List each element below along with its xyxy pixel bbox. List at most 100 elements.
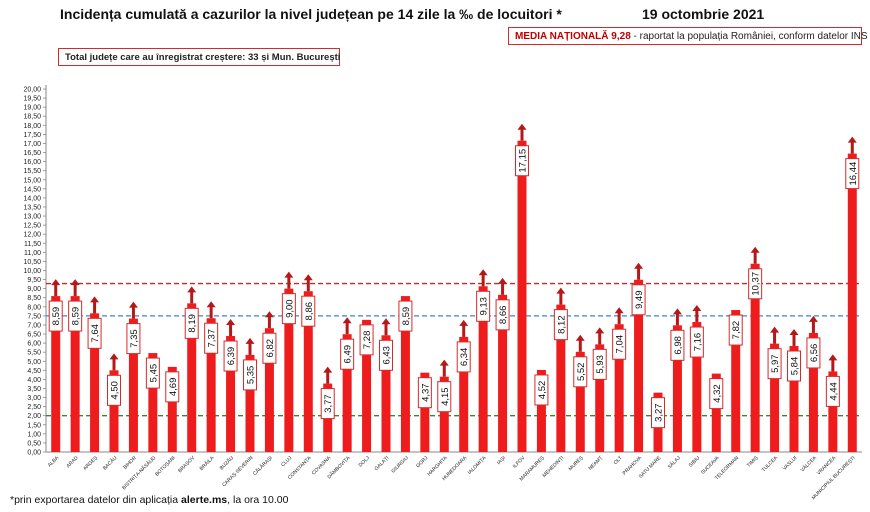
value-label-box (301, 295, 316, 327)
trend-arrow-head (459, 319, 469, 326)
total-increase-box: Total județe care au înregistrat creșter… (58, 48, 340, 66)
category-label: BACĂU (101, 454, 118, 471)
value-label-box (87, 317, 102, 349)
value-label: 6,98 (670, 329, 685, 361)
national-average-note: - raportat la populația României, confor… (633, 31, 868, 42)
bar (206, 318, 216, 452)
y-tick-label: 3,00 (27, 395, 41, 402)
trend-arrow-head (770, 326, 780, 333)
bar (148, 353, 158, 452)
bar (167, 366, 177, 452)
y-tick-label: 20,00 (23, 87, 41, 94)
value-label-text: 4,44 (828, 382, 839, 401)
value-label-box (204, 322, 219, 354)
national-average-label: MEDIA NAȚIONALĂ (515, 31, 609, 42)
category-label: DOLJ (358, 455, 372, 469)
y-tick-label: 5,50 (27, 350, 41, 357)
trend-arrow-head (478, 269, 488, 276)
trend-arrow-head (808, 315, 818, 322)
value-label-box (612, 328, 627, 360)
category-label: ILFOV (512, 455, 527, 470)
bar (575, 351, 585, 452)
y-tick-label: 2,50 (27, 404, 41, 411)
y-tick-label: 12,00 (23, 232, 41, 239)
value-label-box (359, 324, 374, 356)
value-label: 17,15 (515, 145, 529, 177)
bar (634, 279, 644, 452)
value-label: 7,82 (728, 314, 743, 346)
value-label: 10,37 (748, 268, 763, 300)
value-label-text: 5,97 (770, 354, 781, 373)
value-label: 16,44 (845, 158, 860, 190)
category-label: GALAȚI (374, 455, 391, 472)
category-label: BUZĂU (218, 454, 235, 471)
value-label: 4,52 (534, 374, 549, 406)
y-tick-label: 2,00 (27, 413, 41, 420)
value-label-box (631, 284, 646, 316)
trend-arrow-head (206, 301, 216, 308)
value-label-text: 7,37 (207, 329, 218, 348)
y-tick-label: 7,00 (27, 322, 41, 329)
value-label-box (495, 299, 510, 331)
value-label-text: 5,35 (246, 366, 257, 385)
category-label: ARGEȘ (82, 455, 99, 472)
value-label-box (515, 145, 529, 177)
value-label-text: 7,28 (362, 331, 373, 350)
value-label: 4,50 (107, 374, 121, 406)
value-label-box (787, 350, 801, 382)
value-label-text: 8,19 (187, 314, 198, 333)
bar (478, 286, 488, 452)
category-label: OLT (613, 455, 624, 466)
y-tick-label: 17,00 (23, 141, 41, 148)
y-tick-label: 16,50 (23, 150, 41, 157)
value-label-text: 6,34 (459, 348, 470, 367)
bar (362, 319, 372, 452)
value-label-box (48, 300, 63, 332)
y-tick-label: 9,50 (27, 277, 41, 284)
value-label-text: 9,49 (634, 291, 645, 310)
bar (731, 310, 741, 452)
category-label: CLUJ (280, 455, 293, 468)
value-label: 4,15 (437, 381, 452, 413)
category-label: SIBIU (688, 455, 702, 469)
value-label-box (476, 290, 491, 322)
value-label-text: 7,82 (731, 321, 742, 340)
trend-arrow-head (789, 329, 799, 336)
value-label-text: 7,04 (615, 335, 626, 354)
value-label-box (670, 329, 685, 361)
y-tick-label: 13,00 (23, 214, 41, 221)
value-label-text: 4,52 (537, 381, 548, 400)
bar (109, 370, 119, 452)
value-label: 3,27 (651, 397, 665, 429)
value-label: 9,13 (476, 290, 491, 322)
value-label-text: 17,15 (518, 149, 529, 173)
bar (498, 294, 508, 452)
bar (750, 263, 760, 452)
bar (614, 324, 624, 452)
bar (70, 296, 80, 452)
y-tick-label: 18,00 (23, 123, 41, 130)
trend-arrow-head (750, 246, 760, 253)
value-label-box (534, 374, 549, 406)
bar (381, 335, 391, 452)
value-label: 8,12 (553, 309, 568, 341)
value-label-text: 8,59 (51, 307, 62, 326)
value-label-box (223, 340, 238, 372)
value-label: 6,34 (456, 341, 471, 373)
y-tick-label: 7,50 (27, 313, 41, 320)
value-label: 7,16 (689, 326, 704, 358)
value-label-box (456, 341, 471, 373)
category-label: BOTOȘANI (154, 455, 176, 477)
value-label-box (340, 338, 355, 370)
value-label-box (281, 293, 296, 325)
value-label-box (184, 307, 199, 339)
trend-arrow-head (381, 318, 391, 325)
value-label: 7,64 (87, 317, 102, 349)
trend-arrow-head (128, 301, 138, 308)
value-label-text: 6,49 (343, 345, 354, 364)
value-label: 5,45 (145, 357, 160, 389)
trend-arrow-head (226, 319, 236, 326)
value-label-box (689, 326, 704, 358)
y-tick-label: 19,50 (23, 96, 41, 103)
bar (128, 318, 138, 452)
